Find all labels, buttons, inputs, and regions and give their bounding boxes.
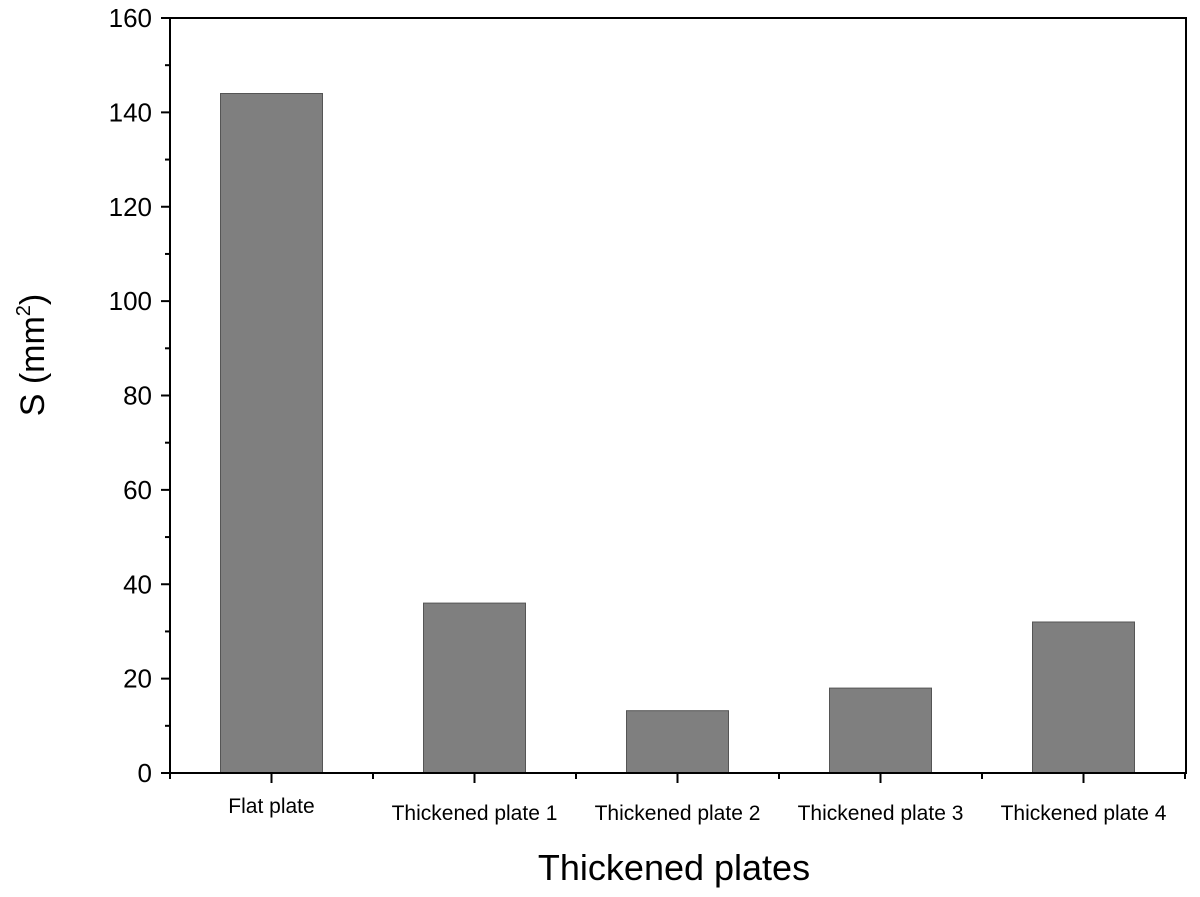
x-tick-label: Thickened plate 1	[392, 802, 558, 825]
y-tick-label: 80	[123, 381, 152, 411]
y-tick-label: 140	[109, 97, 152, 127]
y-axis-title-main: S (mm	[14, 316, 52, 416]
y-tick-label: 160	[109, 3, 152, 33]
y-axis-title: S (mm2)	[13, 294, 52, 417]
y-tick-label: 60	[123, 475, 152, 505]
bar-5	[1032, 621, 1135, 774]
bar-4	[829, 687, 932, 774]
x-axis-title: Thickened plates	[538, 847, 810, 888]
y-tick-label: 100	[109, 286, 152, 316]
tick-labels: 0 20 40 60 80 100 120 140 160 Flat plate Thickened…	[109, 3, 1167, 825]
x-tick-label: Thickened plate 3	[798, 802, 964, 825]
bar-3	[626, 710, 729, 774]
y-tick-label: 120	[109, 192, 152, 222]
y-axis-title-superscript: 2	[13, 305, 35, 316]
y-tick-label: 0	[138, 758, 152, 788]
y-tick-label: 40	[123, 569, 152, 599]
axis-ticks	[161, 17, 1186, 783]
x-tick-label: Flat plate	[228, 795, 314, 818]
bars-layer	[220, 93, 1135, 774]
x-tick-label: Thickened plate 4	[1001, 802, 1167, 825]
y-axis-title-suffix: )	[14, 294, 52, 305]
bar-2	[423, 602, 526, 774]
bar-1	[220, 93, 323, 774]
y-tick-label: 20	[123, 664, 152, 694]
x-tick-label: Thickened plate 2	[595, 802, 761, 825]
